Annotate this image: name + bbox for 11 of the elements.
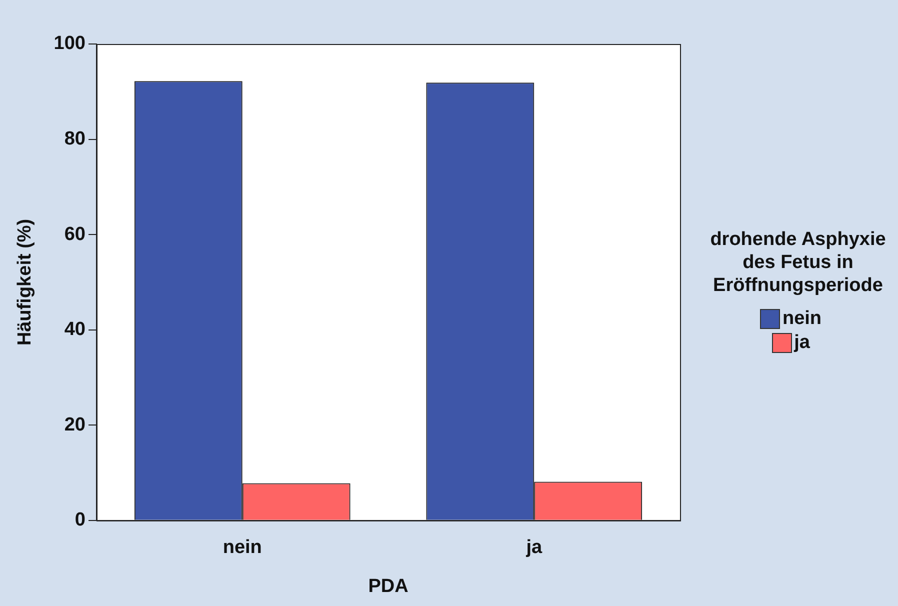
legend-label: nein — [782, 307, 822, 331]
y-tick-label: 40 — [64, 319, 86, 340]
x-axis-title: PDA — [368, 576, 409, 597]
y-tick-label: 60 — [64, 224, 86, 245]
y-tick-label: 0 — [74, 510, 86, 531]
y-tick-label: 80 — [64, 128, 86, 150]
y-tick-label: 20 — [64, 414, 86, 436]
y-tick-label: 100 — [54, 33, 86, 54]
y-axis-title: Häufigkeit (%) — [14, 218, 36, 346]
legend-label: ja — [794, 331, 810, 355]
legend-title: drohende Asphyxie des Fetus in Eröffnungsperiode — [709, 228, 887, 297]
